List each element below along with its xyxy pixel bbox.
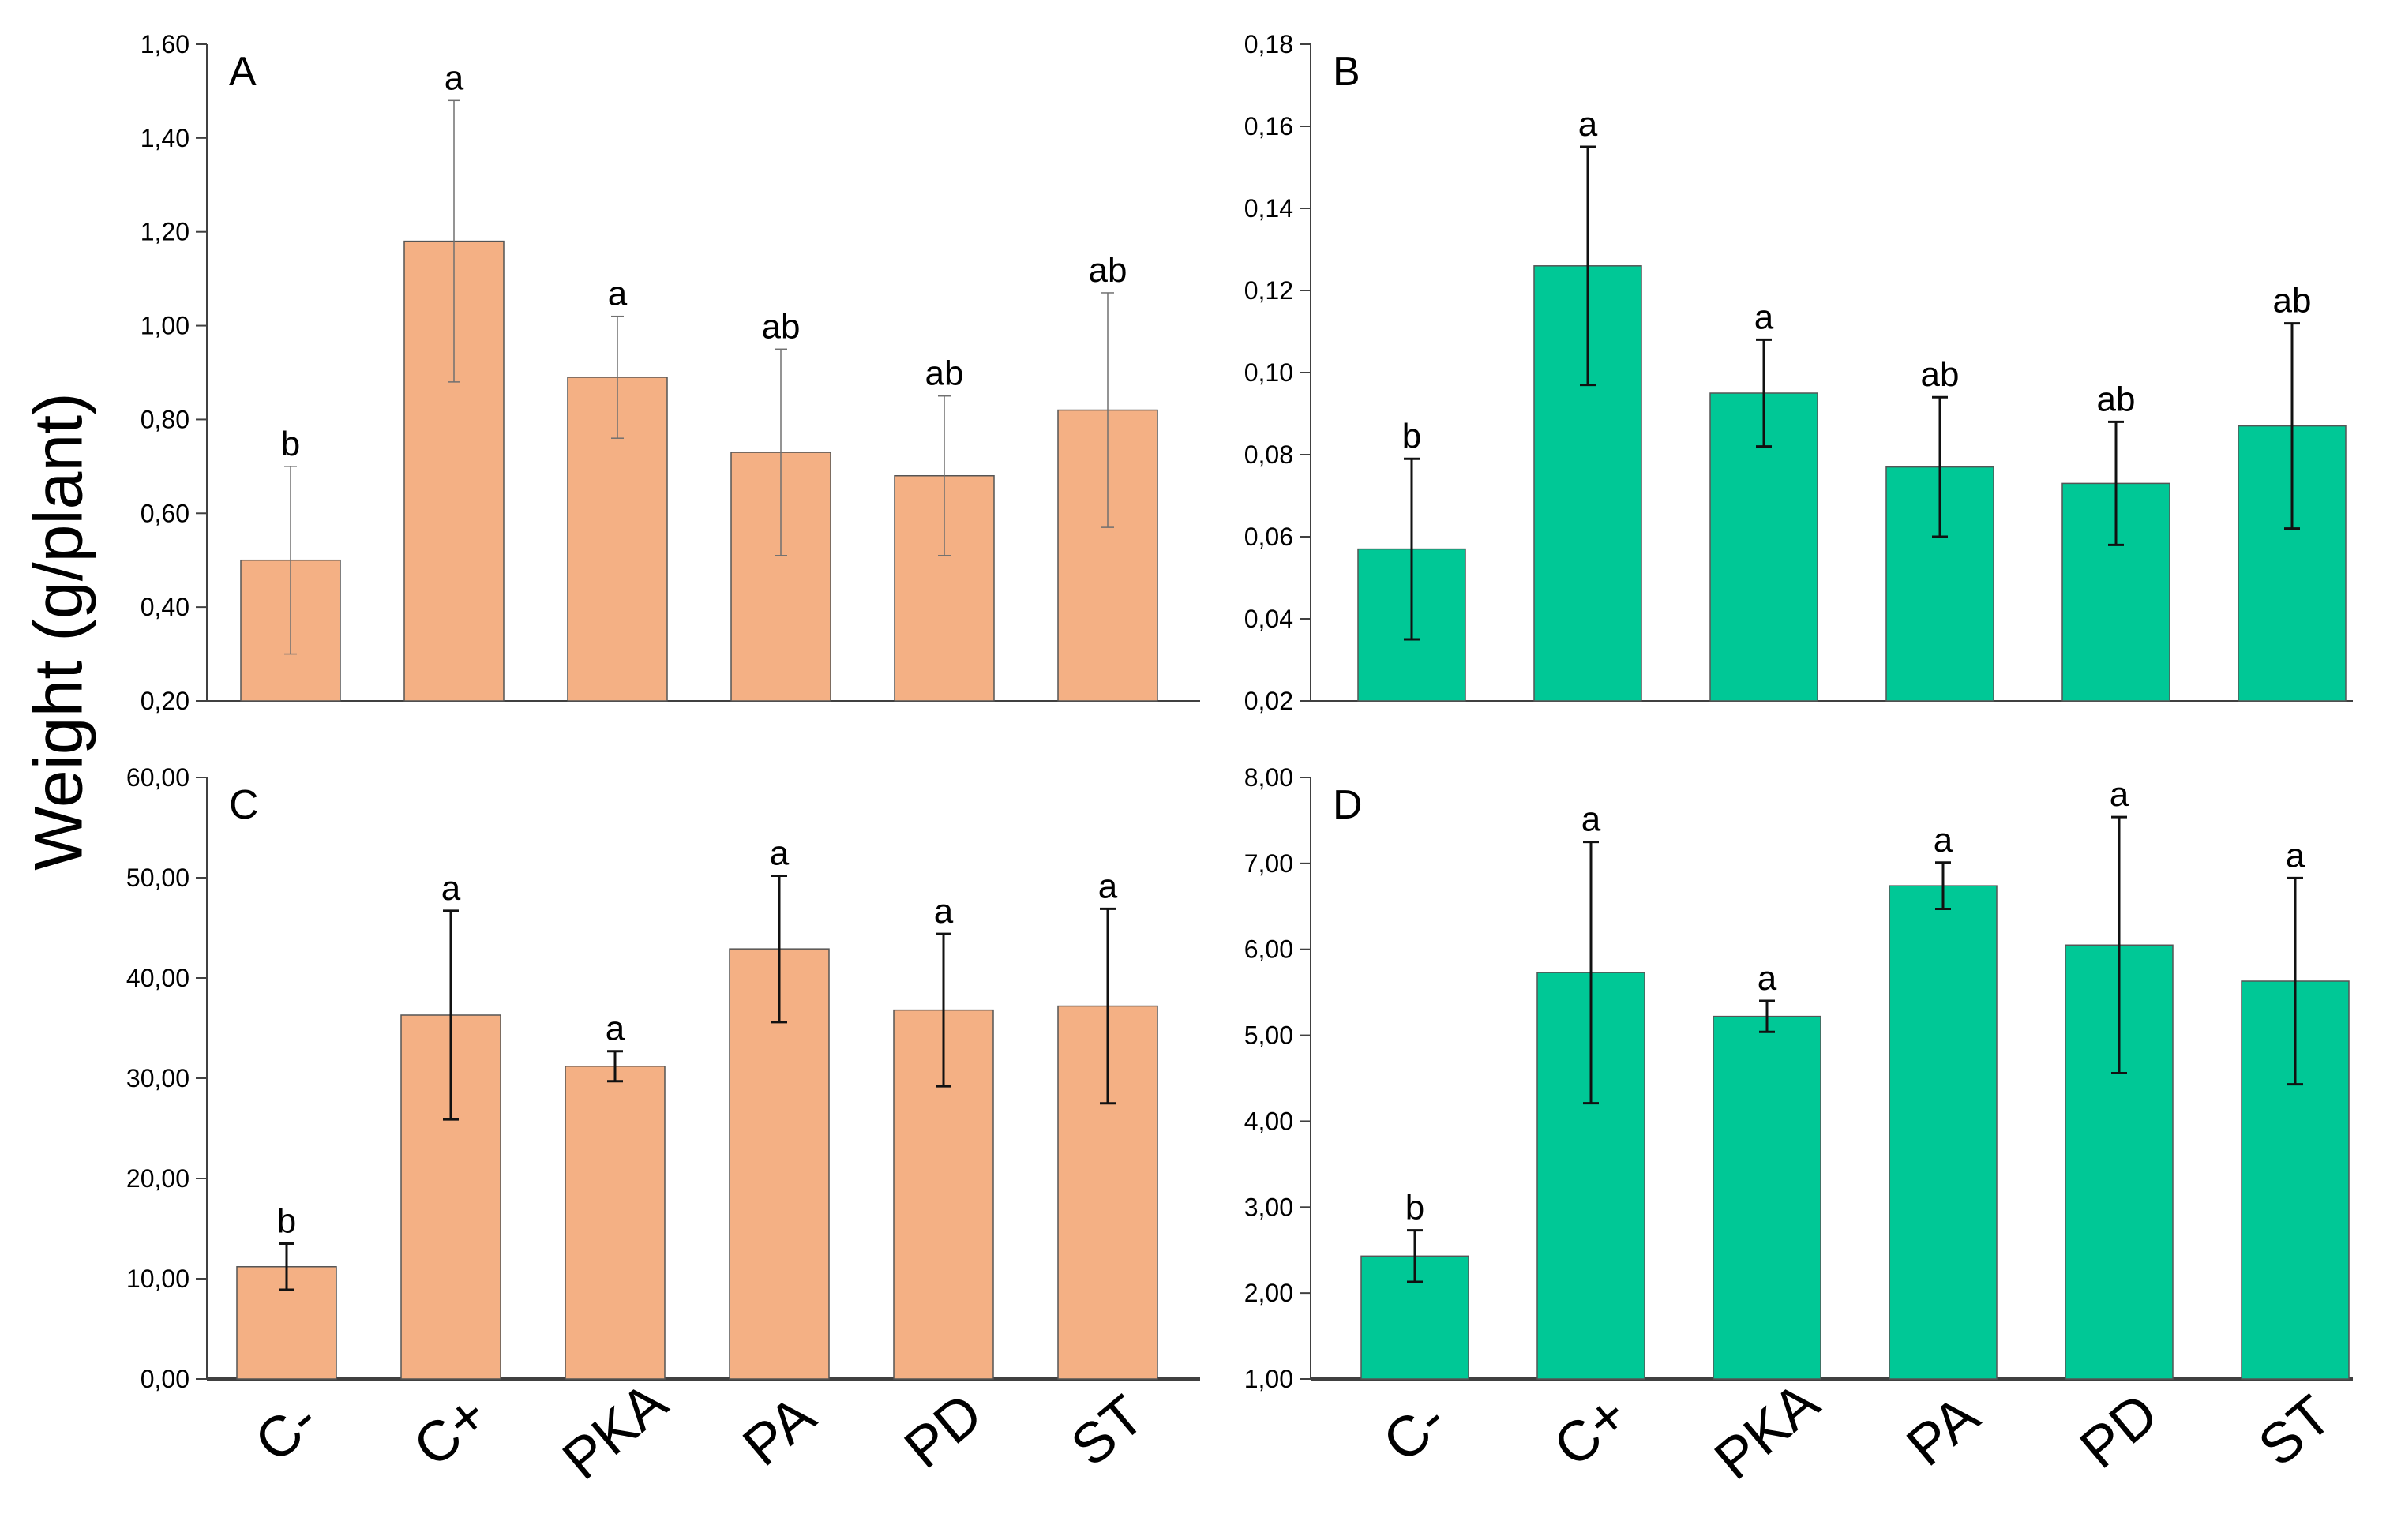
significance-letter: a <box>770 834 790 872</box>
significance-letter: a <box>2110 775 2129 814</box>
panel-c: 0,00 10,00 20,00 30,00 40,00 50,00 60,00 Cb a a a a… <box>126 763 1200 1492</box>
significance-letter: b <box>277 1202 296 1241</box>
panel-a: 0,20 0,40 0,60 0,80 1,00 1,20 1,40 1,60 Ab a a ab ab… <box>141 30 1200 715</box>
significance-letter: ab <box>1089 251 1127 290</box>
y-tick-label: 1,00 <box>141 312 189 340</box>
bar <box>1713 1015 1821 1380</box>
x-tick-label: PA <box>1896 1384 1991 1478</box>
significance-letter: b <box>1402 417 1421 455</box>
y-tick-label: 0,02 <box>1244 687 1293 715</box>
y-tick-label: 0,08 <box>1244 440 1293 469</box>
significance-letter: ab <box>925 354 964 393</box>
x-tick-label: PA <box>732 1384 827 1478</box>
y-tick-label: 20,00 <box>126 1164 189 1193</box>
significance-letter: a <box>1578 105 1598 144</box>
significance-letter: b <box>1405 1189 1424 1227</box>
y-tick-label: 0,14 <box>1244 194 1293 223</box>
significance-letter: a <box>1934 821 1953 860</box>
significance-letter: b <box>281 425 300 463</box>
significance-letter: a <box>608 275 628 313</box>
x-tick-label: C- <box>1371 1388 1458 1474</box>
y-tick-label: 4,00 <box>1244 1107 1293 1135</box>
significance-letter: a <box>2286 836 2305 875</box>
significance-letter: a <box>1581 800 1601 839</box>
y-tick-label: 1,00 <box>1244 1365 1293 1393</box>
bar <box>1889 885 1998 1380</box>
y-tick-label: 50,00 <box>126 864 189 892</box>
significance-letter: ab <box>2097 380 2136 418</box>
y-tick-label: 0,12 <box>1244 276 1293 305</box>
x-tick-label: PD <box>893 1381 994 1481</box>
significance-letter: a <box>1754 298 1774 336</box>
x-tick-label: C+ <box>402 1383 499 1479</box>
x-tick-label: PKA <box>1703 1370 1831 1492</box>
significance-letter: a <box>445 58 464 97</box>
y-tick-label: 30,00 <box>126 1064 189 1092</box>
y-tick-label: 0,60 <box>141 499 189 527</box>
y-tick-label: 0,18 <box>1244 30 1293 58</box>
x-tick-label: PKA <box>551 1370 679 1492</box>
panel-label: D <box>1333 782 1363 828</box>
y-tick-label: 1,20 <box>141 218 189 246</box>
significance-letter: a <box>1758 959 1777 998</box>
y-tick-label: 1,40 <box>141 124 189 152</box>
y-tick-label: 0,40 <box>141 593 189 621</box>
y-tick-label: 6,00 <box>1244 935 1293 964</box>
x-tick-label: ST <box>2247 1384 2343 1478</box>
y-tick-label: 0,04 <box>1244 605 1293 633</box>
y-tick-label: 0,10 <box>1244 358 1293 387</box>
panel-d: 1,00 2,00 3,00 4,00 5,00 6,00 7,00 8,00 Db a a a a a C… <box>1244 763 2353 1492</box>
significance-letter: ab <box>2273 282 2312 320</box>
y-tick-label: 7,00 <box>1244 849 1293 878</box>
significance-letter: ab <box>1921 355 1960 394</box>
x-tick-label: C+ <box>1542 1383 1639 1479</box>
panel-label: C <box>229 782 259 828</box>
panel-label: A <box>229 49 257 95</box>
y-tick-label: 0,20 <box>141 687 189 715</box>
y-tick-label: 5,00 <box>1244 1021 1293 1050</box>
significance-letter: a <box>1098 867 1118 905</box>
y-tick-label: 10,00 <box>126 1265 189 1293</box>
y-tick-label: 0,00 <box>141 1365 189 1393</box>
y-tick-label: 60,00 <box>126 763 189 792</box>
x-tick-label: ST <box>1060 1384 1156 1478</box>
x-tick-label: C- <box>243 1388 330 1474</box>
y-tick-label: 0,06 <box>1244 523 1293 551</box>
y-tick-label: 2,00 <box>1244 1279 1293 1307</box>
y-tick-label: 8,00 <box>1244 763 1293 792</box>
significance-letter: a <box>441 869 461 908</box>
significance-letter: a <box>606 1010 625 1048</box>
panel-label: B <box>1333 49 1360 95</box>
significance-letter: a <box>934 892 954 931</box>
y-tick-label: 3,00 <box>1244 1193 1293 1221</box>
x-tick-label: PD <box>2069 1381 2170 1481</box>
significance-letter: ab <box>762 307 801 346</box>
bar <box>565 1066 666 1380</box>
y-tick-label: 0,16 <box>1244 112 1293 141</box>
y-tick-label: 40,00 <box>126 964 189 992</box>
panel-b: 0,02 0,04 0,06 0,08 0,10 0,12 0,14 0,16 0,18 Bb a a… <box>1244 30 2353 715</box>
y-tick-label: 1,60 <box>141 30 189 58</box>
y-tick-label: 0,80 <box>141 405 189 433</box>
bar <box>567 377 668 702</box>
